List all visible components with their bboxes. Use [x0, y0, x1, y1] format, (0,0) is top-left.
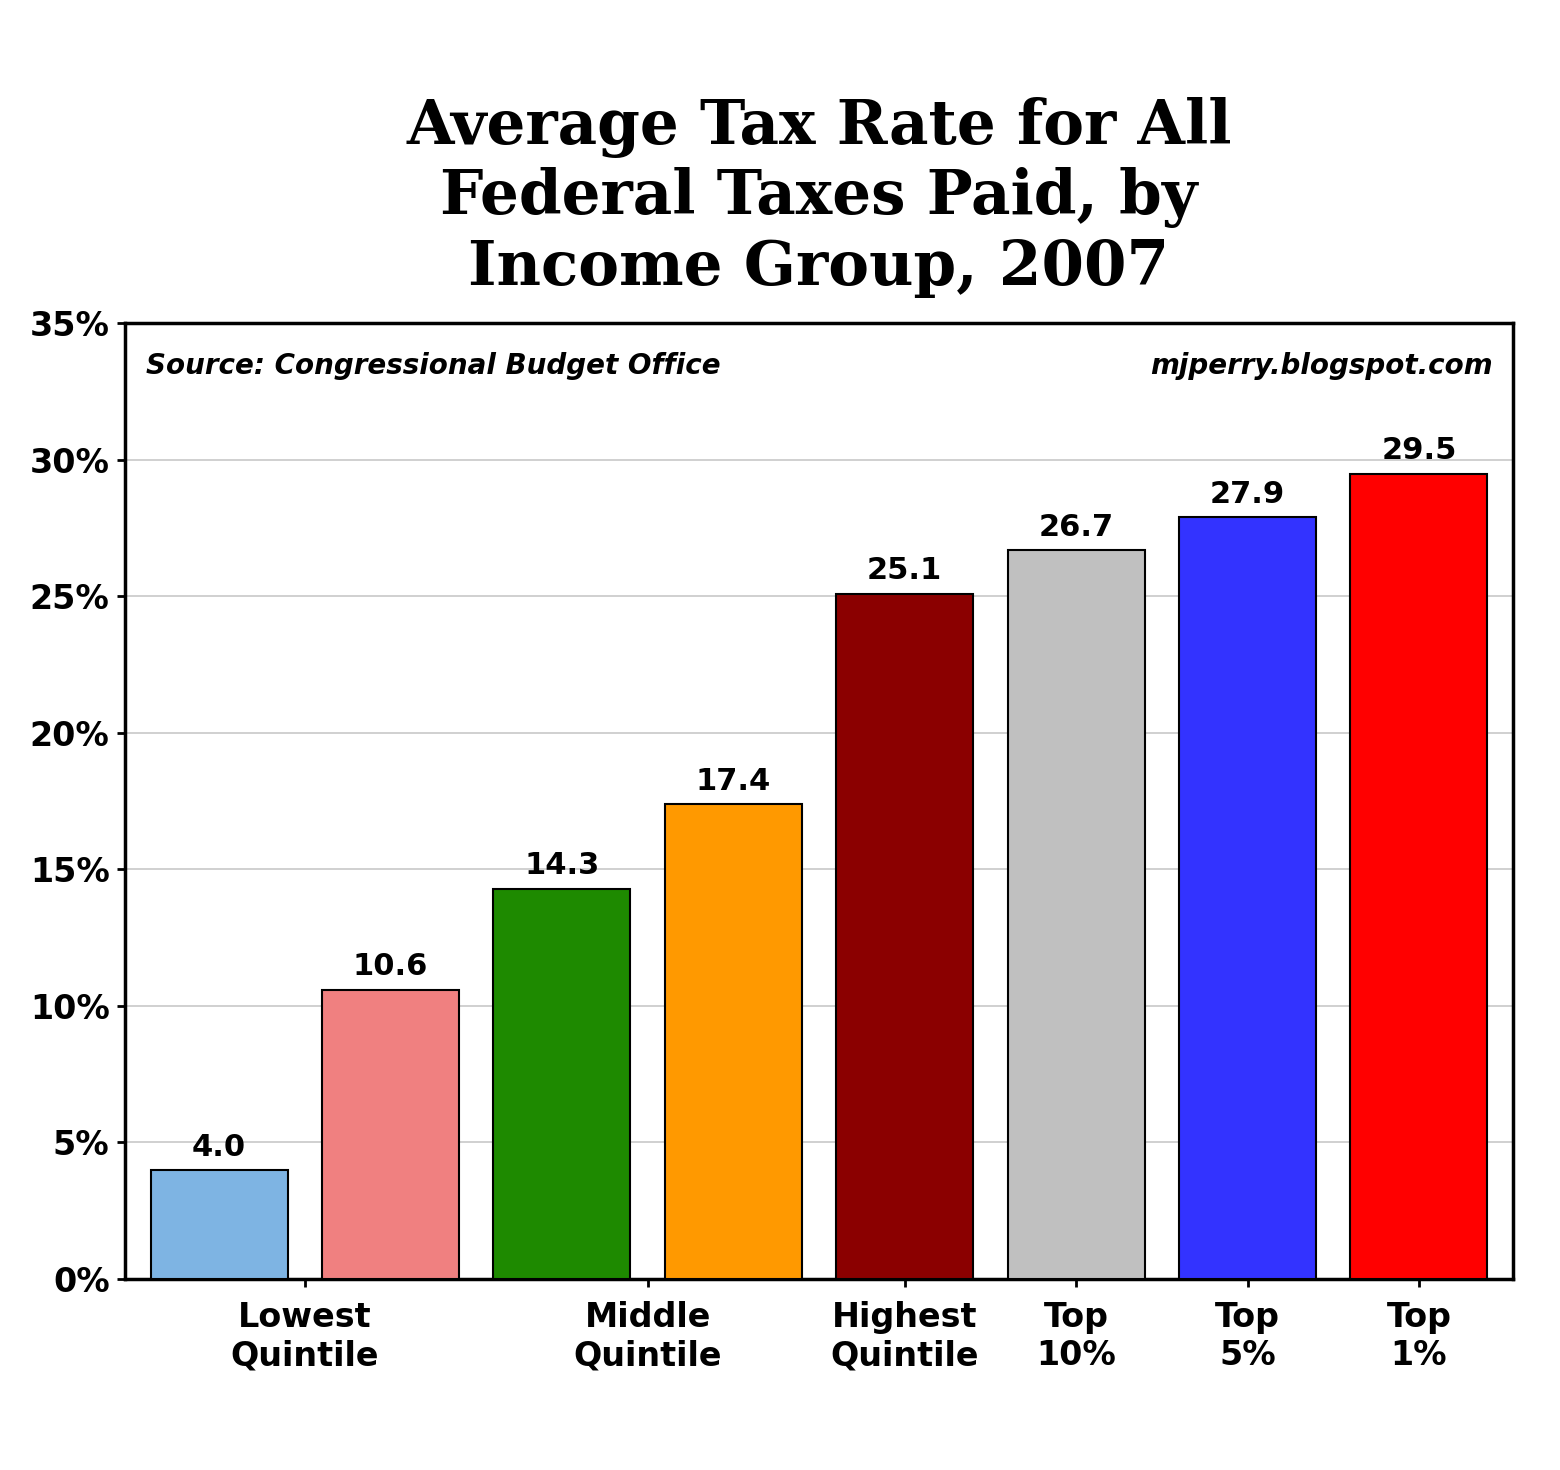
Bar	[150, 1170, 287, 1279]
Bar	[493, 888, 630, 1279]
Bar	[665, 804, 802, 1279]
Text: 27.9: 27.9	[1211, 481, 1285, 509]
Text: 25.1: 25.1	[867, 557, 942, 585]
Text: 26.7: 26.7	[1039, 513, 1114, 542]
Bar	[1351, 473, 1488, 1279]
Bar	[321, 989, 459, 1279]
Text: 17.4: 17.4	[696, 767, 771, 795]
Text: 10.6: 10.6	[353, 953, 427, 982]
Text: 14.3: 14.3	[524, 851, 599, 881]
Text: Source: Congressional Budget Office: Source: Congressional Budget Office	[145, 353, 721, 381]
Text: 29.5: 29.5	[1381, 437, 1457, 466]
Bar	[1179, 517, 1317, 1279]
Bar	[1008, 550, 1145, 1279]
Title: Average Tax Rate for All
Federal Taxes Paid, by
Income Group, 2007: Average Tax Rate for All Federal Taxes P…	[406, 97, 1232, 297]
Bar	[836, 594, 973, 1279]
Text: mjperry.blogspot.com: mjperry.blogspot.com	[1150, 353, 1493, 381]
Text: 4.0: 4.0	[192, 1132, 246, 1161]
